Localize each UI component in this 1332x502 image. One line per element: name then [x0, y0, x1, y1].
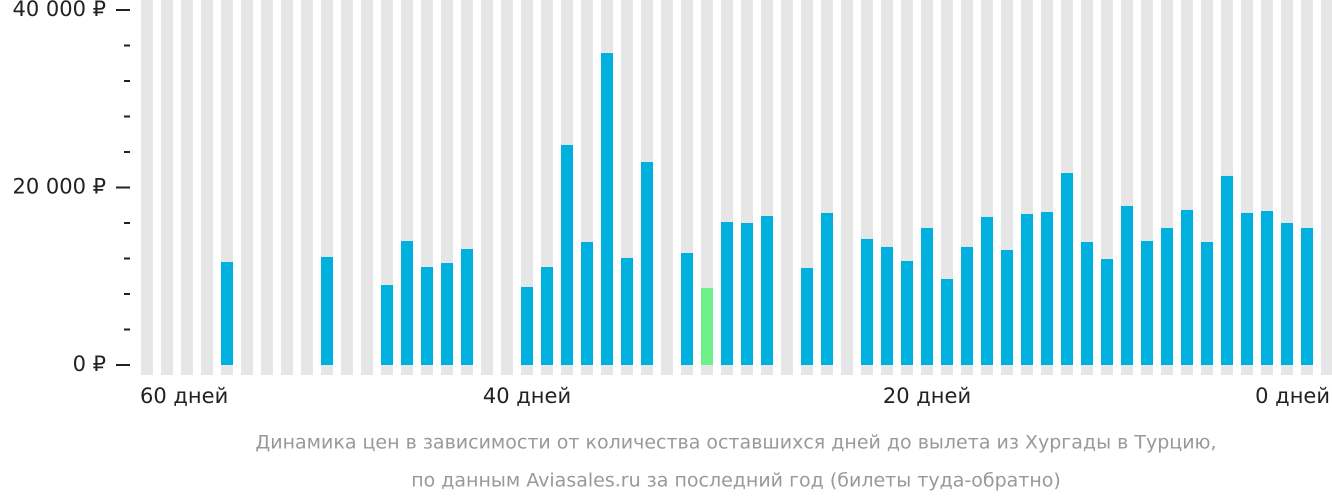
- bar: [1261, 211, 1273, 365]
- column-background: [261, 0, 273, 375]
- column-background: [481, 0, 493, 375]
- column-background: [1321, 0, 1332, 375]
- bar: [901, 260, 913, 365]
- column-background: [381, 0, 393, 375]
- column-background: [161, 0, 173, 375]
- bar: [321, 256, 333, 365]
- bar: [421, 267, 433, 365]
- bar: [1181, 209, 1193, 365]
- x-tick-label: 20 дней: [883, 384, 971, 408]
- column-background: [301, 0, 313, 375]
- bar: [461, 249, 473, 365]
- bar: [881, 246, 893, 365]
- bar: [821, 212, 833, 365]
- bar: [1041, 211, 1053, 365]
- bar: [1001, 249, 1013, 365]
- bar: [561, 144, 573, 365]
- column-background: [701, 0, 713, 375]
- column-background: [181, 0, 193, 375]
- column-background: [341, 0, 353, 375]
- bar: [861, 238, 873, 365]
- bar: [1201, 241, 1213, 365]
- x-tick-label: 0 дней: [1255, 384, 1330, 408]
- bar: [381, 285, 393, 365]
- column-background: [201, 0, 213, 375]
- bar: [441, 263, 453, 365]
- bar: [961, 246, 973, 365]
- column-background: [501, 0, 513, 375]
- y-tick-label: 0 ₽: [73, 352, 106, 376]
- column-background: [841, 0, 853, 375]
- bar: [1241, 212, 1253, 365]
- column-background: [241, 0, 253, 375]
- bar: [1221, 175, 1233, 365]
- column-background: [141, 0, 153, 375]
- column-background: [781, 0, 793, 375]
- bar: [761, 215, 773, 365]
- column-background: [661, 0, 673, 375]
- bar: [1141, 241, 1153, 365]
- bar: [581, 241, 593, 365]
- bar: [541, 267, 553, 365]
- bar: [221, 262, 233, 365]
- caption: Динамика цен в зависимости от количества…: [255, 432, 1216, 454]
- bar: [1061, 173, 1073, 365]
- bar: [1161, 227, 1173, 365]
- bar: [621, 257, 633, 365]
- column-background: [361, 0, 373, 375]
- y-tick-label: 40 000 ₽: [12, 0, 106, 21]
- bar: [701, 287, 713, 365]
- column-background: [521, 0, 533, 375]
- bar: [981, 216, 993, 365]
- caption: по данным Aviasales.ru за последний год …: [411, 470, 1061, 492]
- bar: [941, 279, 953, 365]
- bar: [921, 227, 933, 365]
- bar: [681, 252, 693, 365]
- bar: [641, 162, 653, 365]
- bar: [801, 267, 813, 365]
- bar: [1121, 205, 1133, 365]
- column-background: [281, 0, 293, 375]
- bar: [1101, 259, 1113, 365]
- bar: [601, 53, 613, 365]
- bar: [1281, 223, 1293, 365]
- bar: [741, 223, 753, 365]
- bar: [1081, 241, 1093, 365]
- bar: [401, 241, 413, 365]
- x-tick-label: 40 дней: [483, 384, 571, 408]
- bar: [1021, 214, 1033, 365]
- bar: [721, 222, 733, 365]
- y-tick-label: 20 000 ₽: [12, 175, 106, 199]
- bar: [1301, 227, 1313, 365]
- x-tick-label: 60 дней: [140, 384, 228, 408]
- bar: [521, 286, 533, 365]
